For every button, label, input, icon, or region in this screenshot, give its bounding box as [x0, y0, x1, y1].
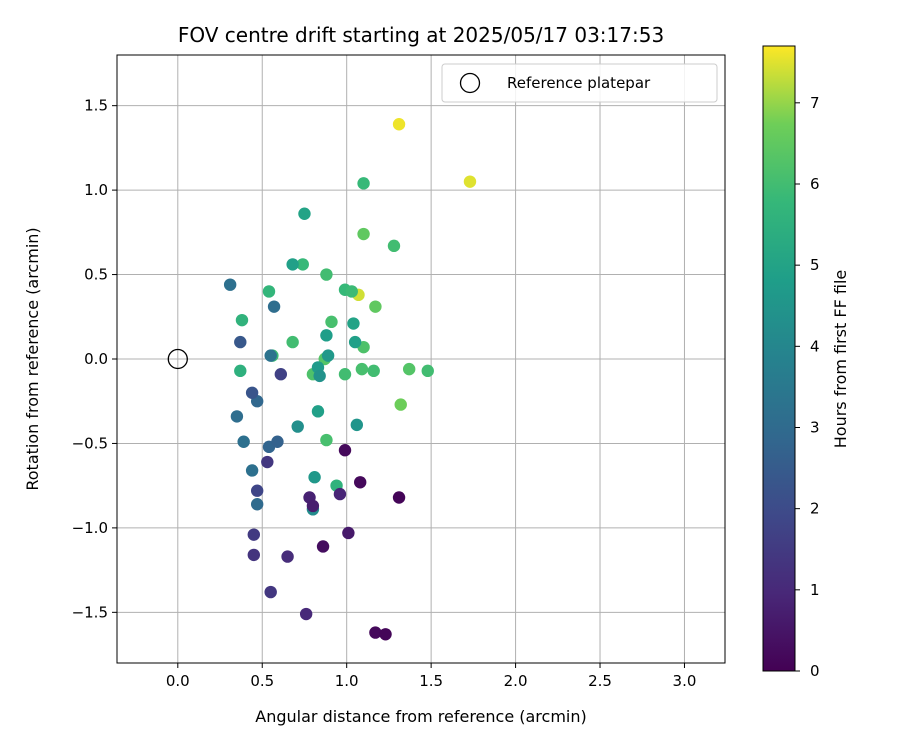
data-point — [286, 335, 299, 349]
x-tick-label: 2.0 — [504, 672, 528, 690]
colorbar-ticks: 0 1 2 3 4 5 6 7 — [795, 94, 820, 680]
data-point — [463, 175, 477, 188]
data-point — [245, 464, 259, 477]
data-point — [237, 435, 250, 448]
colorbar-tick-label: 2 — [810, 500, 820, 518]
y-tick-label: −0.5 — [72, 434, 108, 452]
reference-marker-layer — [167, 348, 188, 370]
data-point — [320, 268, 333, 281]
data-point — [367, 364, 380, 378]
data-point — [245, 386, 259, 399]
data-point — [357, 177, 370, 190]
y-axis-label: Rotation from reference (arcmin) — [23, 227, 42, 490]
grid-lines — [117, 55, 725, 663]
data-point — [392, 118, 406, 131]
data-point — [325, 315, 338, 329]
data-point — [230, 410, 244, 423]
x-tick-label: 0.5 — [250, 672, 274, 690]
y-tick-label: 1.5 — [84, 97, 108, 115]
data-point — [291, 420, 304, 433]
data-point — [320, 433, 333, 447]
data-point — [350, 418, 364, 432]
legend-box — [441, 63, 718, 103]
data-point — [264, 349, 277, 362]
colorbar-tick-label: 6 — [810, 175, 820, 193]
data-point — [264, 585, 277, 599]
x-tick-label: 1.5 — [419, 672, 443, 690]
data-point — [369, 626, 382, 639]
data-point — [387, 239, 401, 253]
colorbar-label: Hours from first FF file — [831, 270, 850, 449]
data-point — [316, 540, 330, 553]
y-tick-label: 0.0 — [84, 350, 108, 368]
data-point — [320, 329, 333, 342]
data-point — [274, 368, 288, 381]
x-axis-ticks: 0.0 0.5 1.0 1.5 2.0 2.5 3.0 — [166, 663, 697, 690]
legend: Reference platepar — [441, 63, 718, 103]
data-point — [333, 487, 347, 501]
data-point — [421, 364, 434, 378]
x-tick-label: 1.0 — [335, 672, 359, 690]
reference-platepar-marker — [167, 348, 188, 370]
data-point — [267, 300, 281, 313]
colorbar-tick-label: 7 — [810, 94, 820, 112]
x-axis-label: Angular distance from reference (arcmin) — [255, 707, 586, 726]
x-tick-label: 0.0 — [166, 672, 190, 690]
data-point — [234, 364, 247, 378]
y-axis-ticks: −1.5 −1.0 −0.5 0.0 0.5 1.0 1.5 — [72, 97, 117, 621]
data-point — [354, 476, 367, 489]
data-point — [311, 405, 325, 418]
colorbar-tick-label: 3 — [810, 418, 820, 436]
data-point — [250, 498, 264, 511]
legend-reference-label: Reference platepar — [507, 74, 651, 92]
data-point — [345, 285, 358, 298]
data-point — [394, 398, 407, 411]
data-point — [262, 285, 276, 298]
data-point — [306, 499, 320, 513]
data-point — [348, 335, 362, 349]
chart-title: FOV centre drift starting at 2025/05/17 … — [178, 23, 664, 47]
data-point — [247, 528, 260, 541]
colorbar-tick-label: 5 — [810, 256, 820, 274]
data-point — [392, 491, 406, 504]
data-point — [223, 278, 237, 291]
legend-reference-marker — [459, 72, 481, 94]
data-point — [271, 435, 284, 448]
data-point — [357, 227, 370, 241]
data-point — [299, 607, 313, 621]
x-tick-label: 3.0 — [673, 672, 697, 690]
data-point — [402, 362, 416, 376]
data-point — [296, 258, 309, 271]
colorbar-tick-label: 1 — [810, 581, 820, 599]
colorbar-tick-label: 4 — [810, 337, 820, 355]
data-point — [347, 317, 360, 330]
data-point — [234, 335, 247, 349]
colorbar-tick-label: 0 — [810, 662, 820, 680]
data-point — [281, 550, 294, 563]
data-point — [379, 628, 392, 641]
data-point — [338, 368, 352, 381]
data-point — [369, 300, 382, 313]
data-point — [342, 526, 355, 540]
data-point — [313, 369, 326, 383]
data-point — [321, 349, 335, 362]
x-tick-label: 2.5 — [588, 672, 612, 690]
y-tick-label: −1.0 — [72, 519, 108, 537]
data-point — [250, 484, 264, 497]
data-point — [355, 362, 369, 376]
data-points — [223, 118, 477, 641]
data-point — [298, 207, 311, 220]
data-point — [261, 455, 274, 469]
y-tick-label: 1.0 — [84, 181, 108, 199]
data-point — [286, 258, 299, 271]
y-tick-label: −1.5 — [72, 603, 108, 621]
y-tick-label: 0.5 — [84, 266, 108, 284]
data-point — [338, 444, 352, 457]
data-point — [235, 313, 249, 327]
colorbar — [762, 45, 796, 672]
data-point — [308, 471, 321, 484]
data-point — [247, 548, 260, 562]
